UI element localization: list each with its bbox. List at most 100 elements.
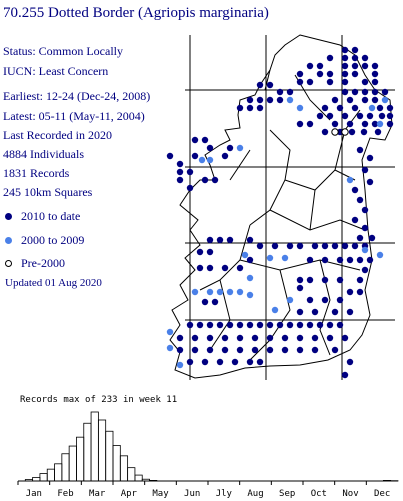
record-dot-recent	[366, 154, 374, 162]
record-dot-recent	[201, 358, 209, 366]
record-dot-recent	[341, 112, 349, 120]
record-dot-recent	[296, 120, 304, 128]
record-dot-recent	[196, 248, 204, 256]
record-dot-recent	[326, 70, 334, 78]
record-dot-recent	[361, 206, 369, 214]
record-dot-recent	[361, 62, 369, 70]
record-dot-recent	[246, 96, 254, 104]
histogram-area	[0, 410, 400, 481]
record-dot-recent	[386, 120, 394, 128]
record-dot-recent	[296, 78, 304, 86]
record-dot-mid	[206, 288, 214, 296]
record-dot-recent	[246, 104, 254, 112]
record-dot-recent	[176, 176, 184, 184]
record-dot-recent	[351, 70, 359, 78]
legend-item-old: Pre-2000	[3, 256, 65, 271]
record-dot-recent	[211, 298, 219, 306]
record-dot-recent	[186, 168, 194, 176]
record-dot-recent	[296, 308, 304, 316]
record-dot-recent	[351, 104, 359, 112]
record-dot-recent	[361, 54, 369, 62]
record-dot-recent	[356, 146, 364, 154]
record-dot-recent	[351, 216, 359, 224]
record-dot-recent	[191, 334, 199, 342]
record-dot-recent	[266, 96, 274, 104]
record-dot-recent	[201, 136, 209, 144]
record-dot-recent	[246, 358, 254, 366]
record-dot-recent	[166, 152, 174, 160]
histogram-bar	[127, 467, 136, 482]
record-dot-mid	[376, 120, 384, 128]
record-dot-recent	[201, 298, 209, 306]
record-dot-recent	[316, 62, 324, 70]
record-dot-recent	[176, 160, 184, 168]
record-dot-recent	[216, 358, 224, 366]
record-dot-mid	[246, 291, 254, 299]
record-dot-recent	[276, 88, 284, 96]
month-label: Jun	[184, 489, 200, 499]
month-label: Dec	[374, 489, 390, 499]
record-dot-recent	[366, 112, 374, 120]
record-dot-recent	[251, 346, 259, 354]
record-dot-recent	[351, 242, 359, 250]
record-dot-recent	[311, 346, 319, 354]
record-dot-recent	[276, 96, 284, 104]
record-dot-recent	[186, 358, 194, 366]
month-label: May	[152, 489, 169, 499]
record-dot-mid	[241, 251, 249, 259]
record-dot-mid	[286, 296, 294, 304]
legend-item-recent: 2010 to date	[3, 209, 80, 224]
record-dot-mid	[271, 306, 279, 314]
record-dot-recent	[306, 256, 314, 264]
record-dot-recent	[311, 242, 319, 250]
record-dot-recent	[196, 264, 204, 272]
month-label: Aug	[247, 489, 263, 499]
record-dot-recent	[331, 308, 339, 316]
record-dot-recent	[326, 112, 334, 120]
record-dot-recent	[336, 321, 344, 329]
record-dot-recent	[216, 236, 224, 244]
iucn-text: IUCN: Least Concern	[3, 64, 109, 78]
record-dot-mid	[236, 288, 244, 296]
record-dot-recent	[371, 70, 379, 78]
histogram-bar	[119, 455, 129, 482]
record-dot-recent	[321, 296, 329, 304]
record-dot-recent	[281, 334, 289, 342]
record-dot-recent	[356, 256, 364, 264]
record-dot-mid	[236, 144, 244, 152]
record-dot-recent	[341, 70, 349, 78]
record-dot-mid	[166, 344, 174, 352]
record-dot-recent	[346, 120, 354, 128]
histogram-title: Records max of 233 in week 11	[20, 395, 177, 405]
record-dot-old	[341, 128, 349, 136]
record-dot-recent	[221, 152, 229, 160]
record-dot-recent	[341, 242, 349, 250]
record-dot-recent	[371, 62, 379, 70]
record-dot-recent	[206, 346, 214, 354]
record-dot-recent	[351, 186, 359, 194]
record-dot-recent	[346, 96, 354, 104]
record-dot-recent	[361, 224, 369, 232]
record-dot-recent	[366, 178, 374, 186]
histogram-bar	[134, 474, 143, 482]
histogram-bar	[105, 430, 114, 482]
record-dot-recent	[256, 81, 264, 89]
record-dot-recent	[306, 321, 314, 329]
record-dot-recent	[381, 88, 389, 96]
phenology-histogram: Records max of 233 in week 11 Jan Feb Mar A…	[0, 395, 400, 499]
record-dot-recent	[296, 70, 304, 78]
record-dot-recent	[191, 152, 199, 160]
record-dot-recent	[276, 321, 284, 329]
month-label: Apr	[121, 489, 138, 499]
histogram-bar	[76, 436, 85, 482]
record-dot-recent	[236, 346, 244, 354]
record-dot-mid	[296, 104, 304, 112]
record-dot-recent	[326, 54, 334, 62]
record-dot-recent	[256, 321, 264, 329]
record-dot-recent	[331, 346, 339, 354]
record-dot-recent	[206, 264, 214, 272]
record-dot-recent	[346, 288, 354, 296]
record-dot-recent	[206, 236, 214, 244]
record-dot-mid	[176, 361, 184, 369]
histogram-bar	[83, 422, 92, 482]
